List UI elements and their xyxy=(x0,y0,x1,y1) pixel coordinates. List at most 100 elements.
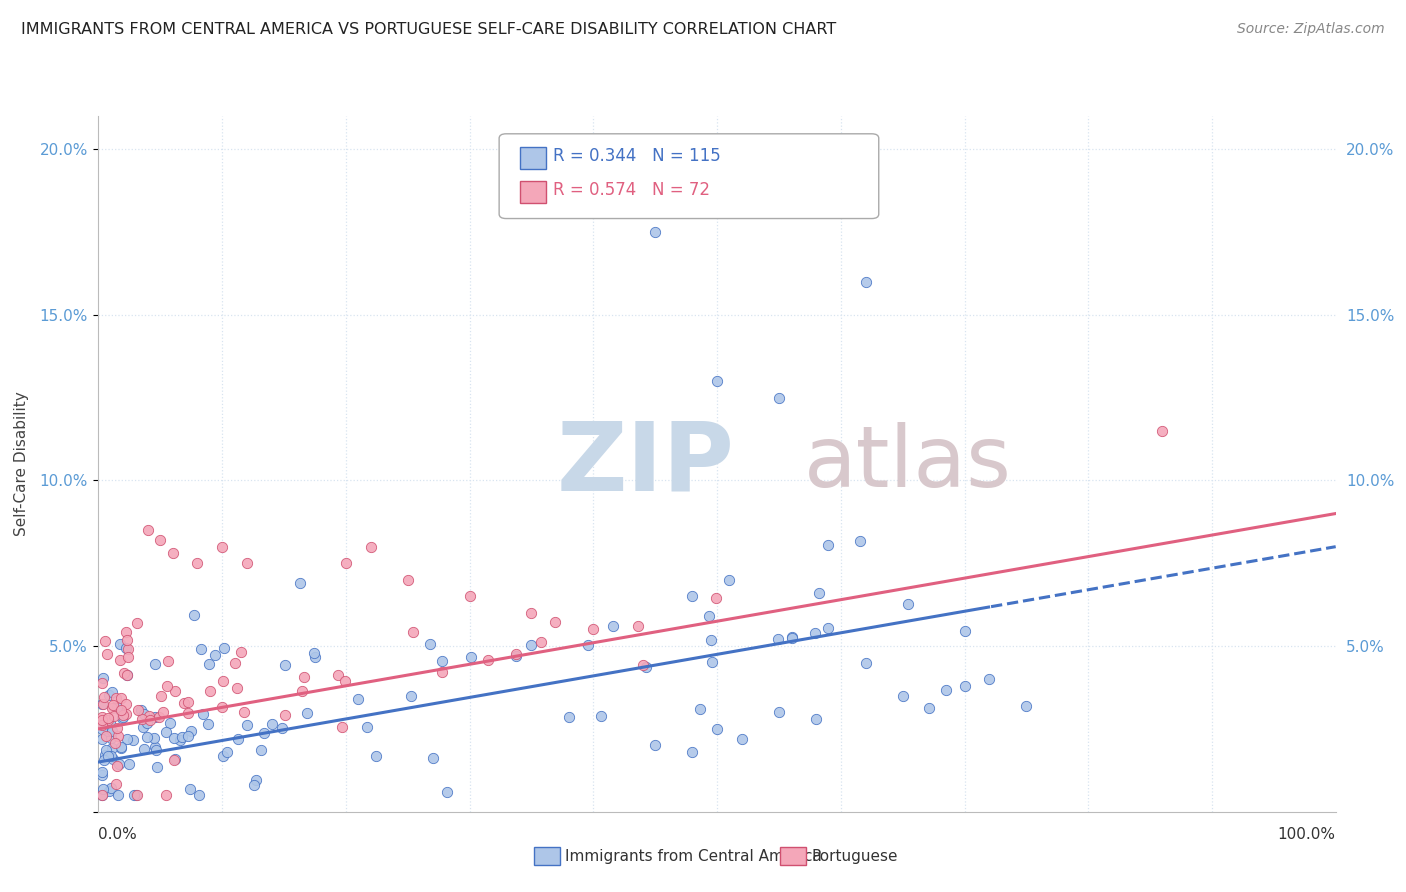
Point xyxy=(602,618,624,632)
Point xyxy=(91,722,114,736)
Point xyxy=(91,782,114,797)
Point xyxy=(274,707,297,722)
Point xyxy=(91,698,114,712)
Point xyxy=(955,624,977,638)
Point xyxy=(897,597,920,611)
Point xyxy=(136,716,159,731)
Point xyxy=(101,685,124,699)
Point xyxy=(110,711,132,725)
Point xyxy=(152,705,174,719)
Point xyxy=(979,672,1001,686)
Point xyxy=(477,653,499,667)
Point xyxy=(108,652,131,666)
Point xyxy=(1015,698,1038,713)
Point xyxy=(138,709,160,723)
Point xyxy=(97,688,120,702)
Point xyxy=(430,654,453,668)
Point xyxy=(328,668,350,682)
Text: R = 0.344   N = 115: R = 0.344 N = 115 xyxy=(553,147,720,165)
Point xyxy=(198,657,221,672)
Point xyxy=(100,731,122,746)
Point xyxy=(582,623,605,637)
Point xyxy=(768,391,790,405)
Point xyxy=(236,718,259,732)
Point xyxy=(91,710,114,724)
Point xyxy=(110,740,132,755)
Point xyxy=(97,748,120,763)
Point xyxy=(163,752,186,766)
Point xyxy=(224,656,246,670)
Point xyxy=(136,523,159,537)
Point xyxy=(93,690,115,704)
Point xyxy=(122,732,145,747)
Point xyxy=(419,637,441,651)
Point xyxy=(142,731,165,745)
Point xyxy=(110,741,132,756)
Point xyxy=(292,670,315,684)
Point xyxy=(156,654,179,668)
Point xyxy=(288,576,311,591)
Point xyxy=(117,642,139,657)
Point xyxy=(94,729,117,743)
Point xyxy=(953,679,976,693)
Point xyxy=(118,757,141,772)
Point xyxy=(101,741,124,756)
Point xyxy=(91,676,114,690)
Point xyxy=(100,781,122,796)
Point xyxy=(148,709,170,723)
Point xyxy=(172,731,194,745)
Point xyxy=(704,591,727,606)
Point xyxy=(304,649,326,664)
Point xyxy=(159,715,181,730)
Point xyxy=(644,225,666,239)
Point xyxy=(103,752,125,766)
Text: R = 0.574   N = 72: R = 0.574 N = 72 xyxy=(553,181,710,199)
Point xyxy=(589,709,612,723)
Text: 100.0%: 100.0% xyxy=(1278,827,1336,841)
Point xyxy=(177,706,200,720)
Point xyxy=(558,710,581,724)
Point xyxy=(260,716,283,731)
Point xyxy=(245,772,267,787)
Point xyxy=(104,736,127,750)
Y-axis label: Self-Care Disability: Self-Care Disability xyxy=(14,392,28,536)
Point xyxy=(143,709,166,723)
Point xyxy=(179,782,201,797)
Point xyxy=(360,540,382,554)
Point xyxy=(627,618,650,632)
Point xyxy=(295,706,318,720)
Point xyxy=(125,788,148,802)
Point xyxy=(891,689,914,703)
Point xyxy=(544,615,567,629)
Text: Portuguese: Portuguese xyxy=(811,849,898,863)
Point xyxy=(636,660,658,674)
Text: 0.0%: 0.0% xyxy=(98,827,138,841)
Point xyxy=(702,655,724,669)
Point xyxy=(110,690,132,705)
Point xyxy=(100,749,122,764)
Point xyxy=(145,743,167,757)
Point xyxy=(422,751,444,765)
Point xyxy=(855,656,877,670)
Point xyxy=(633,658,655,673)
Point xyxy=(271,721,294,735)
Point xyxy=(644,739,666,753)
Point xyxy=(186,556,208,570)
Point xyxy=(215,745,238,759)
Point xyxy=(211,748,233,763)
Point xyxy=(162,546,184,560)
Point xyxy=(138,713,160,727)
Point xyxy=(214,641,236,656)
Point xyxy=(273,657,295,672)
Point xyxy=(460,650,482,665)
Point xyxy=(104,777,127,791)
Point xyxy=(530,634,553,648)
Point xyxy=(114,707,136,722)
Point xyxy=(156,680,179,694)
Point xyxy=(96,742,118,756)
Point xyxy=(108,757,131,772)
Point xyxy=(101,701,124,715)
Point xyxy=(91,788,114,802)
Point xyxy=(918,701,941,715)
Point xyxy=(115,732,138,747)
